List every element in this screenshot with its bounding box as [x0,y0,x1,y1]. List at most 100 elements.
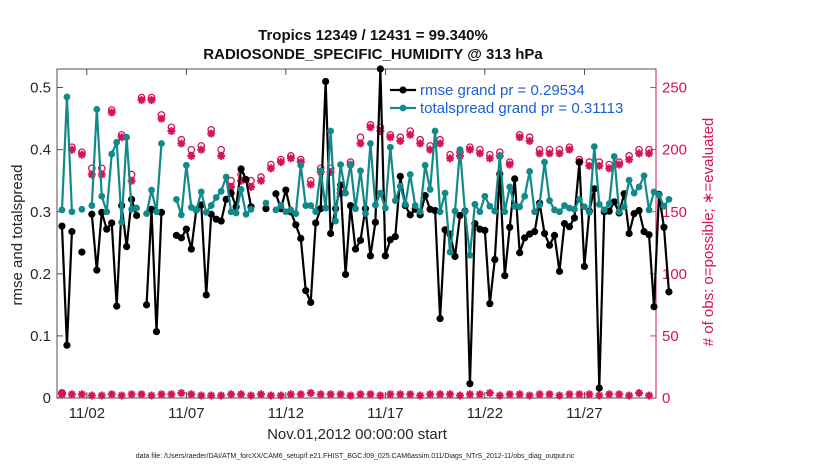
obs-evaluated-point [137,96,146,105]
star-stroke [426,390,434,398]
rmse-point [650,303,658,311]
obs-evaluated-point [416,139,425,148]
star-stroke [267,164,275,172]
obs-evaluated-point [197,145,206,154]
star-stroke [595,162,603,170]
spread-point [173,195,180,203]
spread-point [411,202,419,209]
spread-point [665,195,673,203]
star-stroke [277,158,285,166]
spread-point [88,202,96,209]
footer-file-path: data file: /Users/raeder/DAI/ATM_forcXX/… [136,453,575,460]
spread-point [247,205,255,213]
star-stroke [645,391,653,400]
obs-evaluated-point [286,390,295,399]
spread-point [466,251,474,259]
spread-point [531,208,539,216]
spread-point [436,208,444,216]
star-stroke [267,391,275,400]
star-stroke [605,390,613,398]
obs-evaluated-point [406,130,415,139]
star-stroke [466,390,474,398]
star-stroke [317,390,325,398]
spread-point [650,188,658,196]
star-stroke [585,162,593,170]
obs-evaluated-point [386,390,395,399]
obs-evaluated-point [346,391,355,400]
spread-point [491,207,499,215]
star-stroke [416,391,424,400]
y-axis-label-right: # of obs: o=possible; ∗=evaluated [700,118,717,347]
rmse-point [366,252,375,260]
y-tick-label-left: 0.2 [30,266,51,283]
obs-evaluated-point [505,390,514,399]
rmse-point [346,201,355,210]
spread-point [68,208,76,216]
obs-evaluated-point [217,151,226,160]
obs-evaluated-point [187,390,196,399]
obs-evaluated-point [535,390,544,399]
star-stroke [496,391,504,400]
y-tick-label-right: 50 [662,328,679,345]
rmse-point [187,245,195,253]
star-stroke [426,146,434,154]
spread-point [506,183,514,191]
rmse-point [376,65,384,73]
star-stroke [207,391,215,400]
obs-evaluated-point [296,390,305,399]
spread-point [471,200,479,208]
obs-evaluated-point [615,390,624,399]
star-stroke [167,390,175,398]
obs-evaluated-point [266,164,275,173]
star-stroke [486,154,494,162]
rmse-point [396,172,404,180]
rmse-point [282,186,290,194]
rmse-point [177,234,185,242]
obs-evaluated-point [446,154,455,163]
obs-evaluated-point [485,154,494,163]
obs-evaluated-point [157,390,166,399]
spread-point [237,186,245,193]
rmse-point [152,327,161,336]
star-stroke [217,391,225,400]
rmse-point [570,214,579,222]
star-stroke [376,391,384,400]
rmse-point [222,195,230,203]
y-tick-label-left: 0.3 [30,204,51,221]
obs-evaluated-point [77,390,86,399]
rmse-point [237,165,245,173]
star-stroke [545,390,554,398]
star-stroke [386,390,394,398]
rmse-point [545,241,554,249]
rmse-point [202,291,210,299]
y-tick-label-left: 0.1 [30,328,51,345]
rmse-point [142,301,151,309]
obs-evaluated-point [336,390,345,399]
star-stroke [526,391,534,400]
star-stroke [157,115,166,123]
rmse-point [351,245,360,253]
spread-point [367,140,374,147]
rmse-point [595,384,603,392]
plot-frame [56,68,657,399]
obs-evaluated-point [147,96,156,105]
obs-evaluated-point [545,390,554,399]
rmse-point [381,252,389,260]
obs-evaluated-point [217,391,226,400]
y-tick-label-right: 250 [662,80,687,97]
obs-evaluated-point [316,390,325,399]
rmse-point [113,302,121,310]
star-stroke [386,133,394,141]
spread-point [78,205,86,213]
star-stroke [446,390,454,398]
chart-title: Tropics 12349 / 12431 = 99.340% [258,27,488,44]
obs-evaluated-point [167,390,176,399]
rmse-point [406,211,414,219]
star-stroke [595,391,603,400]
obs-evaluated-point [565,145,574,154]
spread-point [123,133,131,141]
spread-point [595,200,603,208]
obs-evaluated-point [535,149,544,158]
rmse-line [90,198,138,308]
